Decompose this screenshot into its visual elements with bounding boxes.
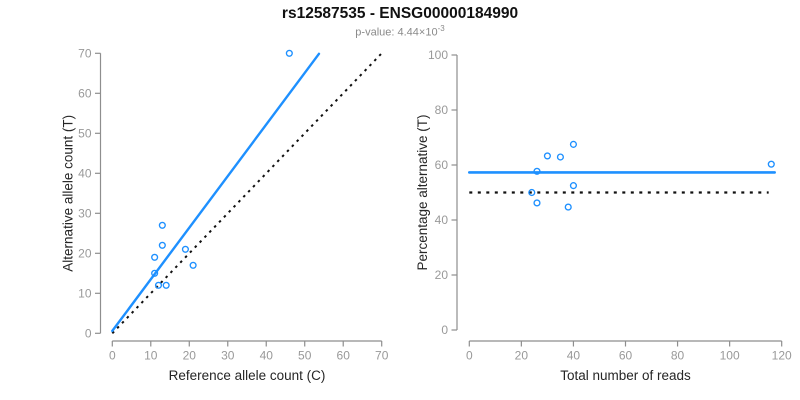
- right-panel-x-axis-label: Total number of reads: [560, 368, 691, 383]
- right-panel-x-tick-label: 60: [619, 349, 633, 363]
- left-panel-x-tick-label: 60: [337, 349, 351, 363]
- data-point: [189, 261, 197, 269]
- left-panel-x-tick-label: 40: [260, 349, 274, 363]
- left-panel-y-axis-label: Alternative allele count (T): [61, 115, 76, 272]
- plot-title: rs12587535 - ENSG00000184990: [281, 5, 519, 22]
- right-panel-y-tick-label: 80: [435, 103, 449, 117]
- data-point: [533, 167, 541, 175]
- left-panel-x-tick-label: 20: [183, 349, 197, 363]
- right-panel-y-tick-label: 40: [435, 213, 449, 227]
- data-point: [181, 245, 189, 253]
- data-point: [528, 188, 536, 197]
- left-panel-y-tick-label: 30: [78, 206, 92, 220]
- left-panel-x-axis-label: Reference allele count (C): [169, 368, 326, 383]
- right-panel-y-tick-label: 20: [435, 268, 449, 282]
- data-point: [151, 269, 159, 277]
- left-panel: 0 10 20 30 40 50 60 70 0 10 20 30 40 50 60 70 Reference …: [61, 46, 389, 383]
- right-panel: 0 20 40 60 80 100 0 20 40 60 80 100 120 Total number …: [415, 48, 792, 383]
- data-point: [158, 241, 166, 249]
- right-panel-y-axis: 0 20 40 60 80 100: [428, 48, 458, 337]
- data-point: [154, 281, 163, 289]
- left-panel-x-tick-label: 70: [375, 349, 389, 363]
- data-point: [162, 281, 170, 289]
- data-point: [767, 160, 775, 168]
- left-panel-y-tick-label: 60: [78, 86, 92, 100]
- left-panel-y-tick-label: 20: [78, 246, 92, 260]
- data-point: [285, 49, 293, 57]
- right-panel-points: [528, 140, 775, 211]
- right-panel-x-tick-label: 0: [466, 349, 473, 363]
- data-point: [158, 221, 166, 229]
- data-point: [533, 199, 541, 207]
- pvalue-text: p-value: 4.44×10: [355, 26, 438, 39]
- right-panel-y-axis-label: Percentage alternative (T): [415, 114, 430, 270]
- right-panel-y-tick-label: 100: [428, 48, 448, 62]
- left-panel-y-tick-label: 70: [78, 46, 92, 60]
- left-panel-points: [151, 49, 293, 289]
- regression-line: [111, 52, 321, 333]
- left-panel-x-tick-label: 0: [109, 349, 116, 363]
- data-point: [569, 140, 578, 148]
- left-panel-x-axis: 0 10 20 30 40 50 60 70: [109, 340, 389, 363]
- right-panel-x-tick-label: 100: [720, 349, 740, 363]
- left-panel-x-tick-label: 30: [221, 349, 235, 363]
- pvalue-exponent: -3: [437, 24, 445, 33]
- identity-line: [111, 52, 383, 334]
- left-panel-y-axis: 0 10 20 30 40 50 60 70: [78, 46, 102, 340]
- right-panel-y-tick-label: 60: [435, 158, 449, 172]
- left-panel-y-tick-label: 50: [78, 126, 92, 140]
- right-panel-y-tick-label: 0: [441, 323, 448, 337]
- left-panel-x-tick-label: 10: [144, 349, 158, 363]
- data-point: [556, 153, 564, 161]
- data-point: [151, 253, 159, 261]
- left-panel-y-tick-label: 10: [78, 286, 92, 300]
- data-point: [564, 203, 572, 211]
- right-panel-x-tick-label: 80: [671, 349, 685, 363]
- left-panel-y-tick-label: 40: [78, 166, 92, 180]
- right-panel-x-tick-label: 120: [772, 349, 792, 363]
- plot-subtitle: p-value: 4.44×10-3: [0, 24, 800, 39]
- right-panel-x-tick-label: 20: [515, 349, 529, 363]
- data-point: [569, 182, 578, 190]
- data-point: [543, 152, 551, 160]
- left-panel-x-tick-label: 50: [298, 349, 312, 363]
- right-panel-x-tick-label: 40: [567, 349, 581, 363]
- left-panel-y-tick-label: 0: [85, 326, 92, 340]
- right-panel-x-axis: 0 20 40 60 80 100 120: [466, 340, 792, 363]
